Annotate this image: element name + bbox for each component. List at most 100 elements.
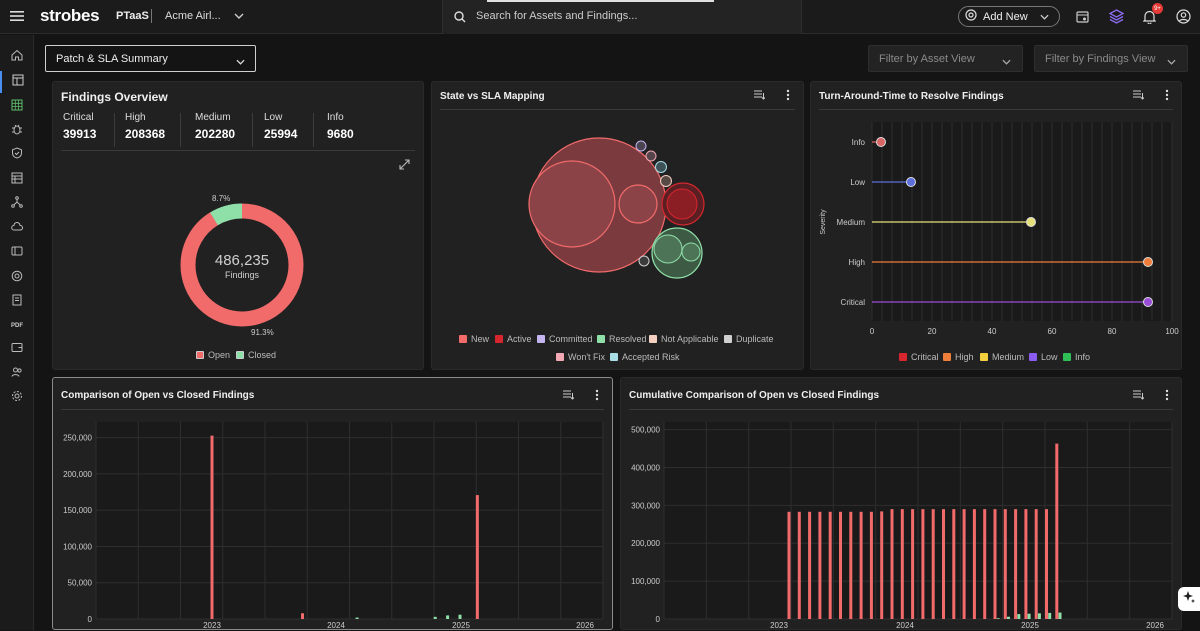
closed-bar[interactable] [1048, 612, 1052, 619]
legend-duplicate[interactable]: Duplicate [724, 334, 774, 344]
open-bar[interactable] [301, 613, 305, 619]
legend-new[interactable]: New [459, 334, 489, 344]
open-bar[interactable] [787, 511, 791, 619]
sidebar-item-security[interactable] [0, 144, 34, 166]
sidebar-item-reports[interactable] [0, 169, 34, 191]
legend-active[interactable]: Active [495, 334, 532, 344]
tat-point[interactable] [876, 137, 886, 147]
open-bar[interactable] [839, 511, 842, 619]
list-menu-icon[interactable] [1131, 388, 1145, 402]
global-search[interactable]: Search for Assets and Findings... [442, 0, 802, 34]
open-bar[interactable] [942, 509, 945, 619]
list-menu-icon[interactable] [752, 88, 766, 102]
sidebar-item-billing[interactable] [0, 338, 34, 360]
open-bar[interactable] [818, 511, 822, 619]
open-bar[interactable] [1034, 509, 1038, 619]
open-bar[interactable] [1024, 509, 1028, 619]
open-bar[interactable] [911, 509, 915, 619]
sidebar-item-users[interactable] [0, 363, 34, 385]
closed-bar[interactable] [433, 616, 437, 619]
sidebar-item-pdf[interactable]: PDF [0, 315, 34, 337]
open-bar[interactable] [1014, 509, 1018, 619]
sidebar-item-targets[interactable] [0, 267, 34, 289]
kebab-menu-icon[interactable] [1160, 388, 1174, 402]
legend-critical[interactable]: Critical [899, 352, 939, 362]
open-bar[interactable] [849, 511, 853, 619]
open-bar[interactable] [1045, 509, 1048, 619]
closed-bar[interactable] [1017, 614, 1021, 619]
open-bar[interactable] [1055, 443, 1059, 619]
open-bar[interactable] [475, 495, 479, 619]
add-new-button[interactable]: Add New [958, 6, 1060, 27]
legend-open[interactable]: Open [196, 350, 230, 360]
user-avatar-icon[interactable] [1175, 8, 1191, 24]
closed-bar[interactable] [1058, 612, 1062, 619]
closed-bar[interactable] [458, 614, 462, 619]
legend-wont-fix[interactable]: Won't Fix [556, 352, 605, 362]
tat-point[interactable] [1143, 257, 1153, 267]
sidebar-item-settings[interactable] [0, 387, 34, 409]
closed-bar[interactable] [996, 618, 1000, 619]
kebab-menu-icon[interactable] [1160, 88, 1174, 102]
open-bar[interactable] [210, 435, 214, 619]
tat-point[interactable] [1143, 297, 1153, 307]
sidebar-item-knowledge[interactable] [0, 291, 34, 313]
list-menu-icon[interactable] [561, 388, 575, 402]
open-bar[interactable] [962, 509, 966, 619]
bubble-duplicate[interactable] [638, 255, 650, 267]
open-bar[interactable] [972, 509, 976, 619]
open-bar[interactable] [859, 511, 863, 619]
open-bar[interactable] [993, 509, 997, 619]
bell-icon[interactable] [1142, 9, 1157, 24]
sidebar-item-cloud[interactable] [0, 218, 34, 240]
legend-resolved[interactable]: Resolved [597, 334, 647, 344]
dashboard-view-select[interactable]: Patch & SLA Summary [45, 45, 256, 72]
open-bar[interactable] [900, 509, 904, 619]
bubble-not-applicable[interactable] [660, 175, 672, 187]
bubble-committed[interactable] [635, 140, 647, 152]
bubble-accepted-risk[interactable] [655, 161, 667, 173]
layers-icon[interactable] [1108, 8, 1124, 24]
legend-committed[interactable]: Committed [537, 334, 593, 344]
sidebar-item-network[interactable] [0, 193, 34, 215]
org-selector[interactable]: Acme Airl... [165, 10, 221, 22]
sidebar-item-dashboard[interactable] [0, 71, 34, 93]
bubble-wont-fix[interactable] [645, 150, 657, 162]
open-bar[interactable] [952, 509, 956, 619]
search-input[interactable]: Search for Assets and Findings... [476, 10, 638, 22]
closed-bar[interactable] [1037, 613, 1041, 619]
open-bar[interactable] [797, 511, 801, 619]
legend-closed[interactable]: Closed [236, 350, 276, 360]
closed-bar[interactable] [446, 615, 450, 619]
calendar-icon[interactable] [1075, 9, 1089, 23]
closed-bar[interactable] [1027, 613, 1031, 619]
bubble-resolved-a[interactable] [653, 234, 683, 264]
bubble-active-inner[interactable] [666, 188, 698, 220]
bubble-new-large[interactable] [528, 160, 616, 248]
open-bar[interactable] [890, 509, 894, 619]
open-bar[interactable] [828, 511, 832, 619]
legend-low[interactable]: Low [1029, 352, 1058, 362]
open-bar[interactable] [983, 509, 987, 619]
legend-info[interactable]: Info [1063, 352, 1090, 362]
legend-high[interactable]: High [943, 352, 974, 362]
kebab-menu-icon[interactable] [781, 88, 795, 102]
open-bar[interactable] [808, 511, 812, 619]
bubble-new-small[interactable] [618, 184, 658, 224]
closed-bar[interactable] [1007, 616, 1010, 619]
sidebar-item-grid[interactable] [0, 96, 34, 118]
legend-medium[interactable]: Medium [980, 352, 1024, 362]
open-bar[interactable] [921, 509, 925, 619]
legend-accepted-risk[interactable]: Accepted Risk [610, 352, 680, 362]
filter-asset-view[interactable]: Filter by Asset View [868, 45, 1023, 72]
chevron-down-icon[interactable] [233, 10, 245, 22]
open-bar[interactable] [931, 509, 935, 619]
bubble-resolved-b[interactable] [681, 242, 701, 262]
open-bar[interactable] [869, 511, 873, 619]
expand-icon[interactable] [397, 157, 411, 171]
closed-bar[interactable] [355, 617, 359, 619]
filter-findings-view[interactable]: Filter by Findings View [1034, 45, 1188, 72]
kebab-menu-icon[interactable] [590, 388, 604, 402]
ai-assistant-button[interactable] [1178, 587, 1200, 611]
list-menu-icon[interactable] [1131, 88, 1145, 102]
